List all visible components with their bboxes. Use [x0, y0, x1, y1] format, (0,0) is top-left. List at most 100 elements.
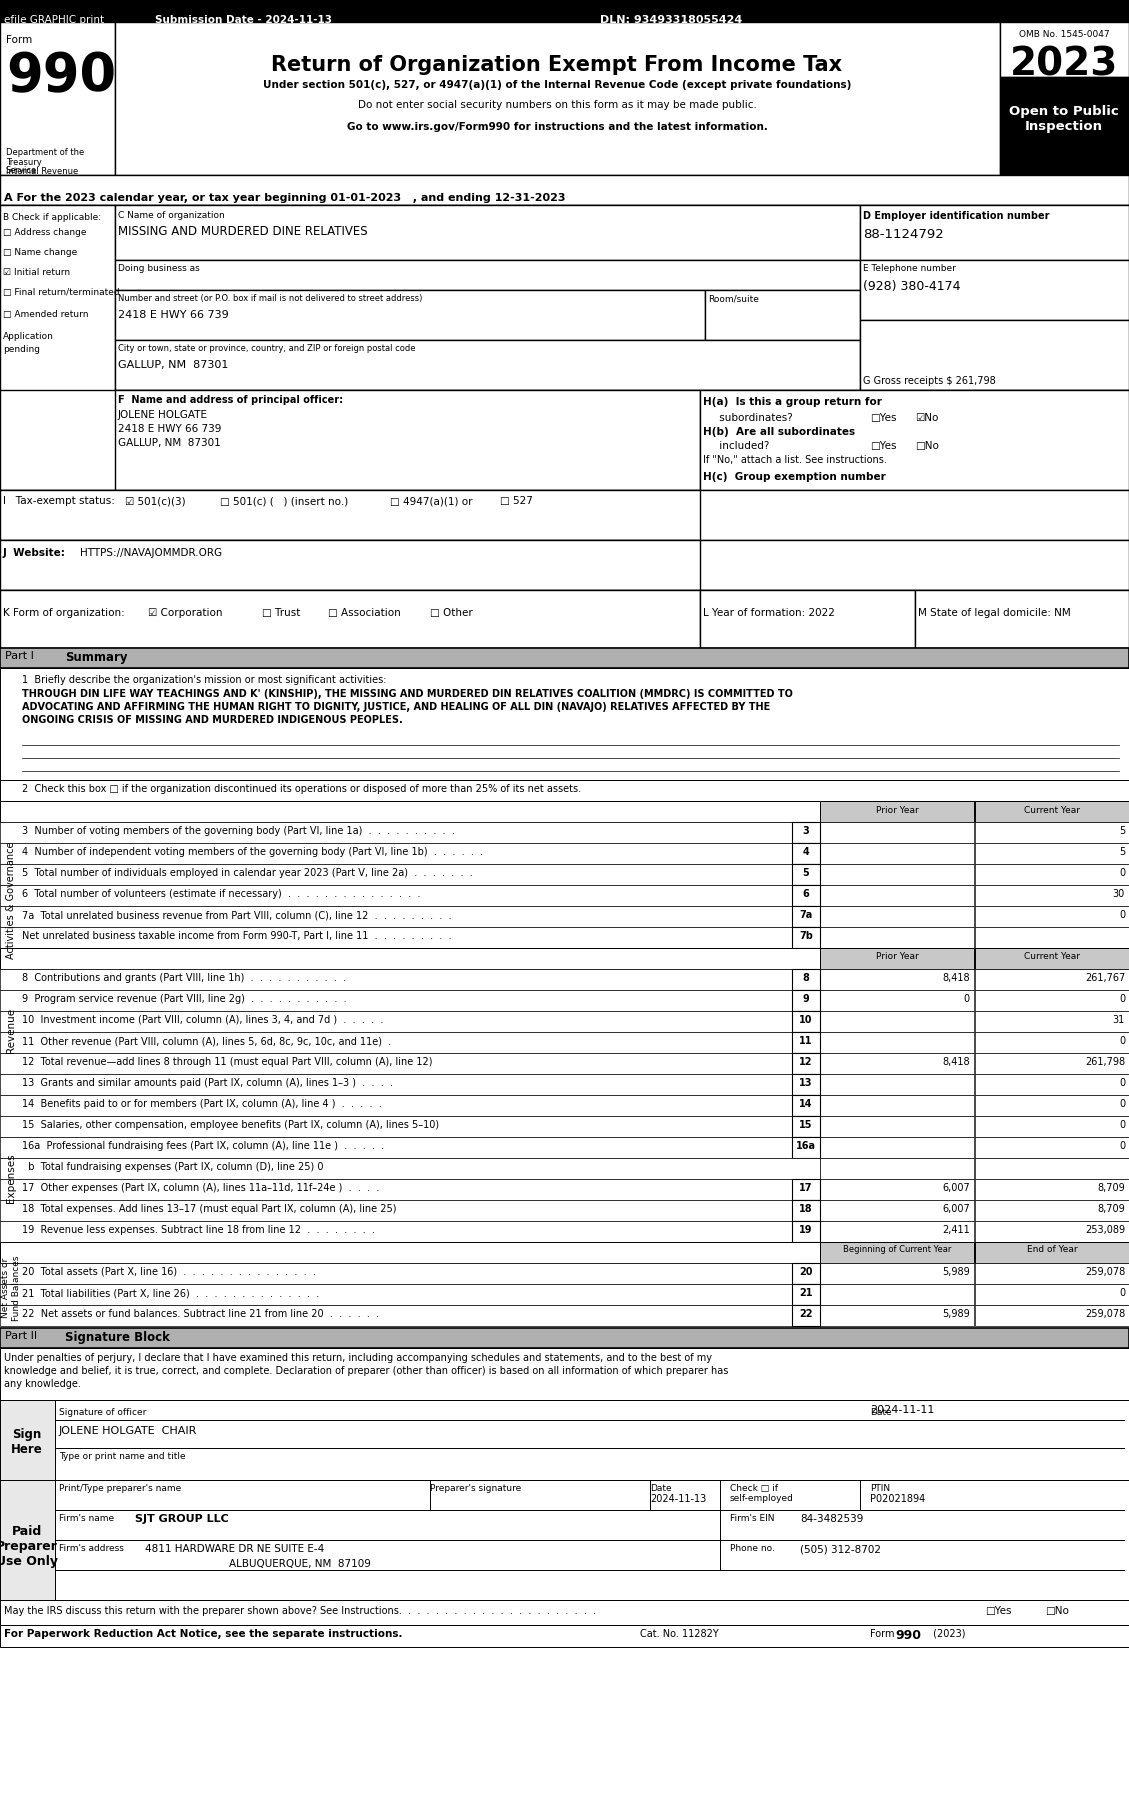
- Text: Phone no.: Phone no.: [730, 1544, 774, 1553]
- Bar: [0, 1600, 1129, 1625]
- Bar: [975, 1137, 1129, 1159]
- Bar: [0, 0, 1129, 22]
- Text: 5: 5: [1119, 825, 1124, 836]
- Text: 6: 6: [803, 888, 809, 899]
- Text: 0: 0: [1119, 1288, 1124, 1297]
- Bar: [975, 1115, 1129, 1137]
- Text: Print/Type preparer's name: Print/Type preparer's name: [59, 1485, 182, 1494]
- Text: 20: 20: [799, 1267, 813, 1278]
- Bar: [975, 1263, 1129, 1285]
- Bar: [975, 802, 1129, 822]
- Bar: [820, 969, 974, 989]
- Text: Summary: Summary: [65, 651, 128, 663]
- Bar: [820, 948, 974, 969]
- Bar: [820, 885, 974, 906]
- Text: Current Year: Current Year: [1024, 951, 1080, 960]
- Bar: [820, 1137, 974, 1159]
- Text: 990: 990: [895, 1629, 921, 1642]
- Bar: [975, 948, 1129, 969]
- Text: □No: □No: [914, 441, 939, 450]
- Text: 0: 0: [1119, 995, 1124, 1004]
- Text: Preparer's signature: Preparer's signature: [430, 1485, 522, 1494]
- Text: 11: 11: [799, 1036, 813, 1045]
- Text: □Yes: □Yes: [870, 441, 896, 450]
- Bar: [0, 1285, 820, 1305]
- Bar: [975, 1074, 1129, 1096]
- Text: 15: 15: [799, 1121, 813, 1130]
- Bar: [0, 1011, 820, 1033]
- Text: (2023): (2023): [930, 1629, 965, 1640]
- Bar: [820, 822, 974, 843]
- Text: Part I: Part I: [5, 651, 34, 661]
- Text: Do not enter social security numbers on this form as it may be made public.: Do not enter social security numbers on …: [358, 99, 756, 110]
- Bar: [793, 843, 820, 863]
- Text: 17  Other expenses (Part IX, column (A), lines 11a–11d, 11f–24e )  .  .  .  .: 17 Other expenses (Part IX, column (A), …: [21, 1182, 379, 1193]
- Text: 20  Total assets (Part X, line 16)  .  .  .  .  .  .  .  .  .  .  .  .  .  .  .: 20 Total assets (Part X, line 16) . . . …: [21, 1267, 316, 1278]
- Text: JOLENE HOLGATE  CHAIR: JOLENE HOLGATE CHAIR: [59, 1425, 198, 1436]
- Text: 6,007: 6,007: [943, 1204, 970, 1215]
- Text: self-employed: self-employed: [730, 1494, 794, 1503]
- Text: Number and street (or P.O. box if mail is not delivered to street address): Number and street (or P.O. box if mail i…: [119, 294, 422, 303]
- Text: 2,411: 2,411: [943, 1225, 970, 1234]
- Text: Internal Revenue: Internal Revenue: [6, 168, 78, 177]
- Bar: [793, 1052, 820, 1074]
- Text: 8,418: 8,418: [943, 973, 970, 984]
- Text: □ Association: □ Association: [329, 607, 401, 618]
- Bar: [975, 906, 1129, 926]
- Text: any knowledge.: any knowledge.: [5, 1379, 81, 1389]
- Text: G Gross receipts $ 261,798: G Gross receipts $ 261,798: [863, 377, 996, 386]
- Bar: [975, 1285, 1129, 1305]
- Text: 13  Grants and similar amounts paid (Part IX, column (A), lines 1–3 )  .  .  .  : 13 Grants and similar amounts paid (Part…: [21, 1078, 393, 1088]
- Bar: [0, 589, 700, 649]
- Bar: [115, 205, 860, 259]
- Text: 22  Net assets or fund balances. Subtract line 21 from line 20  .  .  .  .  .  .: 22 Net assets or fund balances. Subtract…: [21, 1308, 379, 1319]
- Text: K Form of organization:: K Form of organization:: [3, 607, 124, 618]
- Text: 8,709: 8,709: [1097, 1204, 1124, 1215]
- Bar: [793, 1011, 820, 1033]
- Text: 30: 30: [1113, 888, 1124, 899]
- Text: 21  Total liabilities (Part X, line 26)  .  .  .  .  .  .  .  .  .  .  .  .  .  : 21 Total liabilities (Part X, line 26) .…: [21, 1288, 320, 1297]
- Text: Expenses: Expenses: [6, 1153, 16, 1202]
- Text: 22: 22: [799, 1308, 813, 1319]
- Text: Beginning of Current Year: Beginning of Current Year: [843, 1245, 952, 1254]
- Text: 15  Salaries, other compensation, employee benefits (Part IX, column (A), lines : 15 Salaries, other compensation, employe…: [21, 1121, 439, 1130]
- Text: (928) 380-4174: (928) 380-4174: [863, 279, 961, 294]
- Text: 8,418: 8,418: [943, 1058, 970, 1067]
- Bar: [975, 1242, 1129, 1263]
- Text: 0: 0: [964, 995, 970, 1004]
- Text: Paid
Preparer
Use Only: Paid Preparer Use Only: [0, 1524, 58, 1568]
- Bar: [820, 1242, 974, 1263]
- Text: THROUGH DIN LIFE WAY TEACHINGS AND K' (KINSHIP), THE MISSING AND MURDERED DIN RE: THROUGH DIN LIFE WAY TEACHINGS AND K' (K…: [21, 688, 793, 699]
- Text: 8,709: 8,709: [1097, 1182, 1124, 1193]
- Text: 3  Number of voting members of the governing body (Part VI, line 1a)  .  .  .  .: 3 Number of voting members of the govern…: [21, 825, 455, 836]
- Text: 0: 0: [1119, 869, 1124, 878]
- Text: 18  Total expenses. Add lines 13–17 (must equal Part IX, column (A), line 25): 18 Total expenses. Add lines 13–17 (must…: [21, 1204, 396, 1215]
- Bar: [820, 1200, 974, 1222]
- Text: 1  Briefly describe the organization's mission or most significant activities:: 1 Briefly describe the organization's mi…: [21, 676, 386, 685]
- Bar: [975, 1011, 1129, 1033]
- Bar: [793, 822, 820, 843]
- Text: 0: 0: [1119, 1099, 1124, 1108]
- Bar: [0, 0, 1129, 22]
- Text: Date: Date: [650, 1485, 672, 1494]
- Bar: [975, 1305, 1129, 1326]
- Text: L Year of formation: 2022: L Year of formation: 2022: [703, 607, 834, 618]
- Bar: [975, 1096, 1129, 1115]
- Bar: [975, 1179, 1129, 1200]
- Bar: [975, 843, 1129, 863]
- Text: 18: 18: [799, 1204, 813, 1215]
- Bar: [0, 885, 820, 906]
- Text: □ Amended return: □ Amended return: [3, 310, 88, 319]
- Text: 4811 HARDWARE DR NE SUITE E-4: 4811 HARDWARE DR NE SUITE E-4: [145, 1544, 324, 1553]
- Bar: [0, 541, 700, 589]
- Text: J  Website:: J Website:: [3, 548, 65, 559]
- Bar: [793, 926, 820, 948]
- Text: included?: included?: [703, 441, 769, 450]
- Text: F  Name and address of principal officer:: F Name and address of principal officer:: [119, 395, 343, 405]
- Text: 2418 E HWY 66 739: 2418 E HWY 66 739: [119, 423, 221, 434]
- Text: □No: □No: [1045, 1606, 1069, 1616]
- Bar: [860, 321, 1129, 389]
- Text: Under penalties of perjury, I declare that I have examined this return, includin: Under penalties of perjury, I declare th…: [5, 1353, 712, 1362]
- Text: 12  Total revenue—add lines 8 through 11 (must equal Part VIII, column (A), line: 12 Total revenue—add lines 8 through 11 …: [21, 1058, 432, 1067]
- Bar: [1000, 22, 1129, 77]
